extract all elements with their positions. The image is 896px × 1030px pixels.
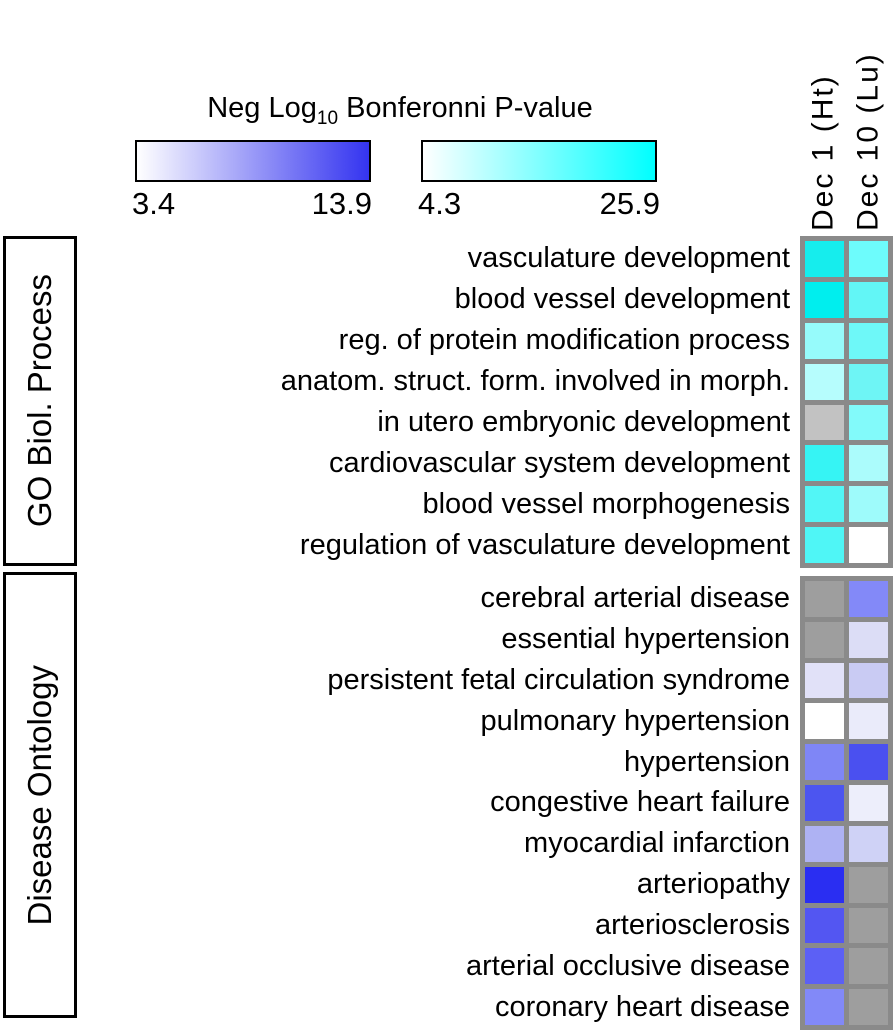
row-label: regulation of vasculature development bbox=[299, 528, 790, 561]
heatmap-cell bbox=[849, 948, 888, 985]
go-heatmap-grid bbox=[800, 236, 893, 568]
heatmap-cell bbox=[805, 445, 844, 482]
cyan-colorbar-ticks: 4.3 25.9 bbox=[418, 186, 660, 222]
heatmap-cell bbox=[805, 785, 844, 821]
heatmap-cell bbox=[849, 281, 888, 318]
blue-colorbar-ticks: 3.4 13.9 bbox=[132, 186, 372, 222]
heatmap-cell bbox=[805, 825, 844, 862]
heatmap-cell bbox=[849, 866, 888, 903]
column-header-dec1-ht: Dec 1 (Ht) bbox=[806, 74, 840, 231]
heatmap-cell bbox=[849, 907, 888, 944]
blue-colorbar bbox=[135, 140, 371, 182]
row-label: essential hypertension bbox=[501, 623, 790, 656]
heatmap-cell bbox=[849, 581, 888, 617]
row-label: pulmonary hypertension bbox=[480, 704, 790, 737]
heatmap-cell bbox=[805, 621, 844, 658]
heatmap-cell bbox=[805, 948, 844, 985]
legend-title-suffix: Bonferonni P-value bbox=[338, 92, 593, 124]
legend-title-prefix: Neg Log bbox=[207, 92, 317, 124]
heatmap-cell bbox=[849, 322, 888, 359]
heatmap-cell bbox=[805, 322, 844, 359]
heatmap-cell bbox=[805, 404, 844, 441]
row-label: in utero embryonic development bbox=[377, 405, 790, 438]
heatmap-cell bbox=[849, 527, 888, 563]
row-label: persistent fetal circulation syndrome bbox=[327, 664, 790, 697]
row-label: hypertension bbox=[623, 745, 790, 778]
do-row-labels: cerebral arterial disease essential hyper… bbox=[0, 576, 800, 1030]
heatmap-cell bbox=[805, 527, 844, 563]
heatmap-cell bbox=[849, 989, 888, 1025]
heatmap-cell bbox=[805, 866, 844, 903]
blue-colorbar-min: 3.4 bbox=[132, 186, 176, 221]
row-label: cerebral arterial disease bbox=[480, 582, 790, 615]
column-header-dec10-lu: Dec 10 (Lu) bbox=[851, 52, 885, 231]
category-box-disease-ontology: Disease Ontology bbox=[3, 572, 77, 1018]
row-label: arterial occlusive disease bbox=[466, 949, 790, 982]
row-label: cardiovascular system development bbox=[329, 446, 790, 479]
section-disease-ontology: cerebral arterial disease essential hyper… bbox=[0, 576, 893, 1030]
heatmap-cell bbox=[805, 703, 844, 740]
heatmap-cell bbox=[849, 363, 888, 400]
row-label: blood vessel development bbox=[454, 283, 790, 316]
category-box-go-biol-process: GO Biol. Process bbox=[3, 236, 77, 566]
cyan-colorbar-max: 25.9 bbox=[599, 186, 660, 221]
heatmap-cell bbox=[849, 785, 888, 821]
heatmap-cell bbox=[805, 486, 844, 523]
cyan-colorbar-min: 4.3 bbox=[418, 186, 462, 221]
heatmap-cell bbox=[849, 404, 888, 441]
do-heatmap-grid bbox=[800, 576, 893, 1030]
row-label: reg. of protein modification process bbox=[338, 324, 790, 357]
section-go-biol-process: vasculature development blood vessel deve… bbox=[0, 236, 893, 568]
heatmap-cell bbox=[805, 907, 844, 944]
blue-colorbar-max: 13.9 bbox=[311, 186, 372, 221]
heatmap-cell bbox=[805, 363, 844, 400]
heatmap-cell bbox=[805, 581, 844, 617]
cyan-colorbar bbox=[421, 140, 657, 182]
go-row-labels: vasculature development blood vessel deve… bbox=[0, 236, 800, 568]
row-label: myocardial infarction bbox=[524, 827, 790, 860]
heatmap-cell bbox=[805, 241, 844, 277]
heatmap-cell bbox=[805, 744, 844, 781]
legend-title-subscript: 10 bbox=[316, 107, 339, 129]
heatmap-cell bbox=[849, 662, 888, 699]
row-label: blood vessel morphogenesis bbox=[422, 487, 790, 520]
row-label: arteriopathy bbox=[636, 868, 790, 901]
row-label: anatom. struct. form. involved in morph. bbox=[280, 365, 790, 398]
row-label: arteriosclerosis bbox=[595, 908, 790, 941]
heatmap-cell bbox=[849, 744, 888, 781]
heatmap-cell bbox=[849, 445, 888, 482]
heatmap-cell bbox=[805, 989, 844, 1025]
heatmap-cell bbox=[849, 241, 888, 277]
row-label: congestive heart failure bbox=[490, 786, 790, 819]
row-label: coronary heart disease bbox=[495, 990, 790, 1023]
heatmap-cell bbox=[849, 486, 888, 523]
heatmap-cell bbox=[805, 662, 844, 699]
row-label: vasculature development bbox=[467, 242, 790, 275]
heatmap-cell bbox=[849, 621, 888, 658]
heatmap-cell bbox=[849, 703, 888, 740]
heatmap-cell bbox=[805, 281, 844, 318]
heatmap-cell bbox=[849, 825, 888, 862]
legend-title: Neg Log10 Bonferonni P-value bbox=[0, 92, 800, 130]
